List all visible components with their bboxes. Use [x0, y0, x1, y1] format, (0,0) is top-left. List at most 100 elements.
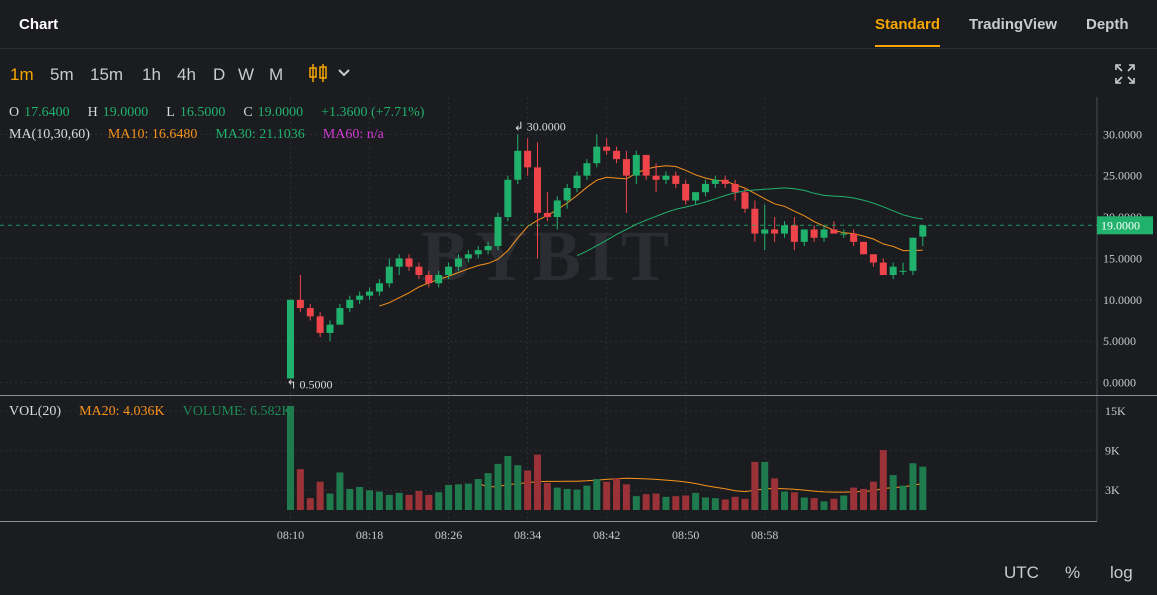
volume-bar	[326, 493, 334, 510]
candle-body	[761, 229, 769, 234]
candle-body	[919, 225, 927, 237]
candle-body	[435, 274, 443, 284]
candle-body	[385, 266, 393, 284]
chart-title: Chart	[19, 16, 59, 33]
candle-body	[563, 188, 571, 201]
volume-bar	[366, 490, 374, 510]
volume-bar	[672, 496, 680, 510]
volume-bar	[573, 489, 581, 510]
legend-low-value: 16.5000	[180, 105, 226, 120]
price-tick-label: 25.0000	[1103, 169, 1142, 183]
candle-body	[474, 250, 482, 255]
volume-bar	[711, 498, 719, 510]
candle-body	[296, 299, 304, 309]
volume-bar	[336, 472, 344, 510]
candle-body	[603, 146, 611, 151]
chart-canvas[interactable]: BYBIT 30.000025.000020.000015.000010.000…	[0, 0, 1157, 560]
candle-body	[820, 229, 828, 238]
interval-15m[interactable]: 15m	[90, 65, 124, 84]
legend-vol-label: VOL(20)	[9, 404, 61, 419]
chevron-down-icon[interactable]	[336, 66, 352, 80]
candle-body	[425, 274, 433, 284]
volume-bar	[553, 487, 561, 510]
candle-body	[810, 229, 818, 238]
candle-body	[642, 154, 650, 176]
interval-w[interactable]: W	[238, 65, 255, 84]
candle-body	[899, 270, 907, 272]
volume-bar	[662, 496, 670, 510]
candle-body	[366, 291, 374, 296]
candle-body	[672, 175, 680, 184]
volume-bar	[652, 493, 660, 510]
volume-bar	[454, 484, 462, 510]
volume-bar	[860, 488, 868, 510]
volume-bar	[563, 488, 571, 510]
candle-body	[336, 308, 344, 325]
volume-tick-label: 3K	[1105, 483, 1120, 497]
candle-body	[781, 225, 788, 234]
volume-bar	[632, 496, 640, 510]
interval-1h[interactable]: 1h	[142, 65, 161, 84]
volume-tick-label: 15K	[1105, 404, 1126, 418]
candle-body	[524, 150, 532, 168]
candle-body	[632, 154, 640, 176]
volume-bar	[593, 479, 601, 510]
volume-bar	[840, 495, 848, 510]
candle-body	[869, 254, 877, 263]
legend-close-value: 19.0000	[258, 105, 304, 120]
volume-tick-label: 9K	[1105, 444, 1120, 458]
volume-bar	[751, 461, 759, 510]
candle-body	[356, 295, 364, 300]
legend-high-value: 19.0000	[103, 105, 149, 120]
volume-bar	[405, 494, 413, 510]
candle-body	[741, 192, 749, 209]
candle-body	[613, 150, 621, 160]
candlestick-icon[interactable]	[307, 62, 329, 84]
interval-5m[interactable]: 5m	[50, 65, 74, 84]
time-tick-label: 08:26	[435, 528, 462, 542]
utc-toggle[interactable]: UTC	[1004, 563, 1039, 582]
volume-bar	[810, 498, 818, 510]
volume-bar	[603, 481, 611, 510]
candle-body	[692, 192, 700, 201]
tab-standard[interactable]: Standard	[875, 16, 941, 33]
candle-body	[652, 175, 660, 180]
interval-1m[interactable]: 1m	[10, 65, 34, 84]
volume-bar	[445, 484, 453, 510]
log-toggle[interactable]: log	[1110, 563, 1133, 582]
volume-bar	[425, 494, 433, 510]
volume-bar	[524, 470, 532, 510]
tab-depth[interactable]: Depth	[1086, 16, 1129, 33]
volume-bar	[800, 497, 808, 510]
candle-body	[622, 159, 630, 176]
volume-bar	[781, 491, 788, 510]
candle-body	[731, 183, 739, 193]
interval-d[interactable]: D	[213, 65, 226, 84]
tab-tradingview[interactable]: TradingView	[969, 16, 1058, 33]
interval-m[interactable]: M	[269, 65, 284, 84]
time-tick-label: 08:58	[751, 528, 778, 542]
candle-body	[375, 283, 383, 292]
legend-vol-volume: VOLUME: 6.582K	[183, 404, 292, 419]
volume-bar	[909, 463, 917, 510]
candle-body	[879, 262, 887, 275]
percent-toggle[interactable]: %	[1065, 563, 1081, 582]
candle-body	[830, 229, 838, 234]
candle-body	[889, 266, 897, 275]
candle-body	[415, 266, 423, 275]
candle-body	[405, 258, 413, 267]
interval-4h[interactable]: 4h	[177, 65, 196, 84]
volume-bar	[830, 498, 838, 510]
candle-body	[326, 324, 334, 333]
volume-bar	[385, 494, 393, 510]
candle-body	[504, 179, 512, 218]
candle-body	[701, 183, 709, 193]
volume-bar	[543, 482, 551, 510]
price-tick-label: 0.0000	[1103, 376, 1136, 390]
volume-bar	[287, 405, 294, 510]
volume-bar	[346, 488, 354, 510]
expand-icon[interactable]	[1113, 62, 1137, 86]
